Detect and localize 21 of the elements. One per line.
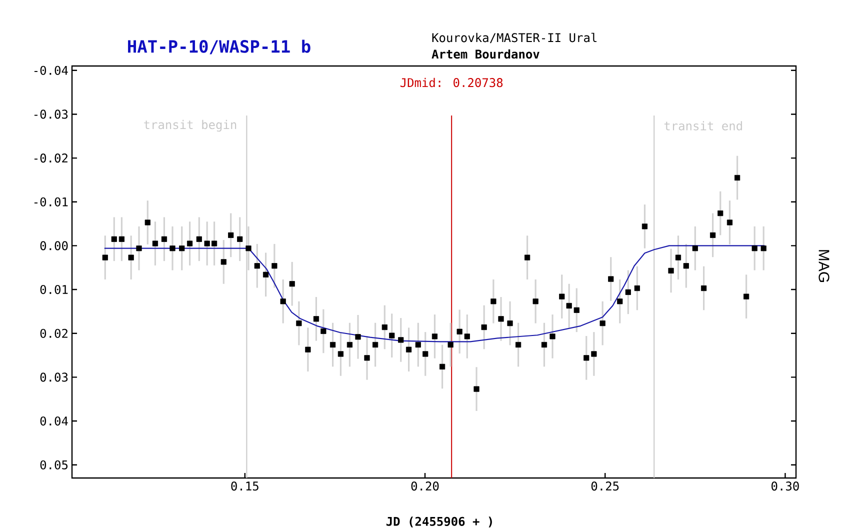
y-axis-title: MAG [818,250,830,282]
y-tick-label: -0.03 [34,110,68,119]
x-tick-label: 0.15 [231,482,258,491]
y-tick-label: 0.01 [40,284,68,294]
y-tick-label: 0.05 [40,460,68,470]
chart-title: HAT-P-10/WASP-11 b [128,40,310,54]
chart-subtitle: Kourovka/MASTER-II Ural [432,32,597,44]
y-tick-label: 0.03 [40,372,68,382]
x-tick-label: 0.25 [591,482,619,491]
ref-line-label: JDmid: 0.20738 [400,78,503,88]
x-tick-label: 0.20 [411,482,439,491]
y-tick-label: -0.04 [34,66,68,75]
y-tick-label: 0.02 [40,328,68,338]
x-axis-title: JD (2455906 + ) [386,516,492,528]
x-tick-label: 0.30 [772,482,799,491]
y-tick-label: 0.00 [40,241,68,250]
line-series [104,245,766,342]
y-tick-label: -0.02 [34,154,68,163]
y-tick-label: 0.04 [40,416,68,426]
y-tick-label: -0.01 [34,197,68,206]
text: Artem Bourdanov [432,49,540,59]
